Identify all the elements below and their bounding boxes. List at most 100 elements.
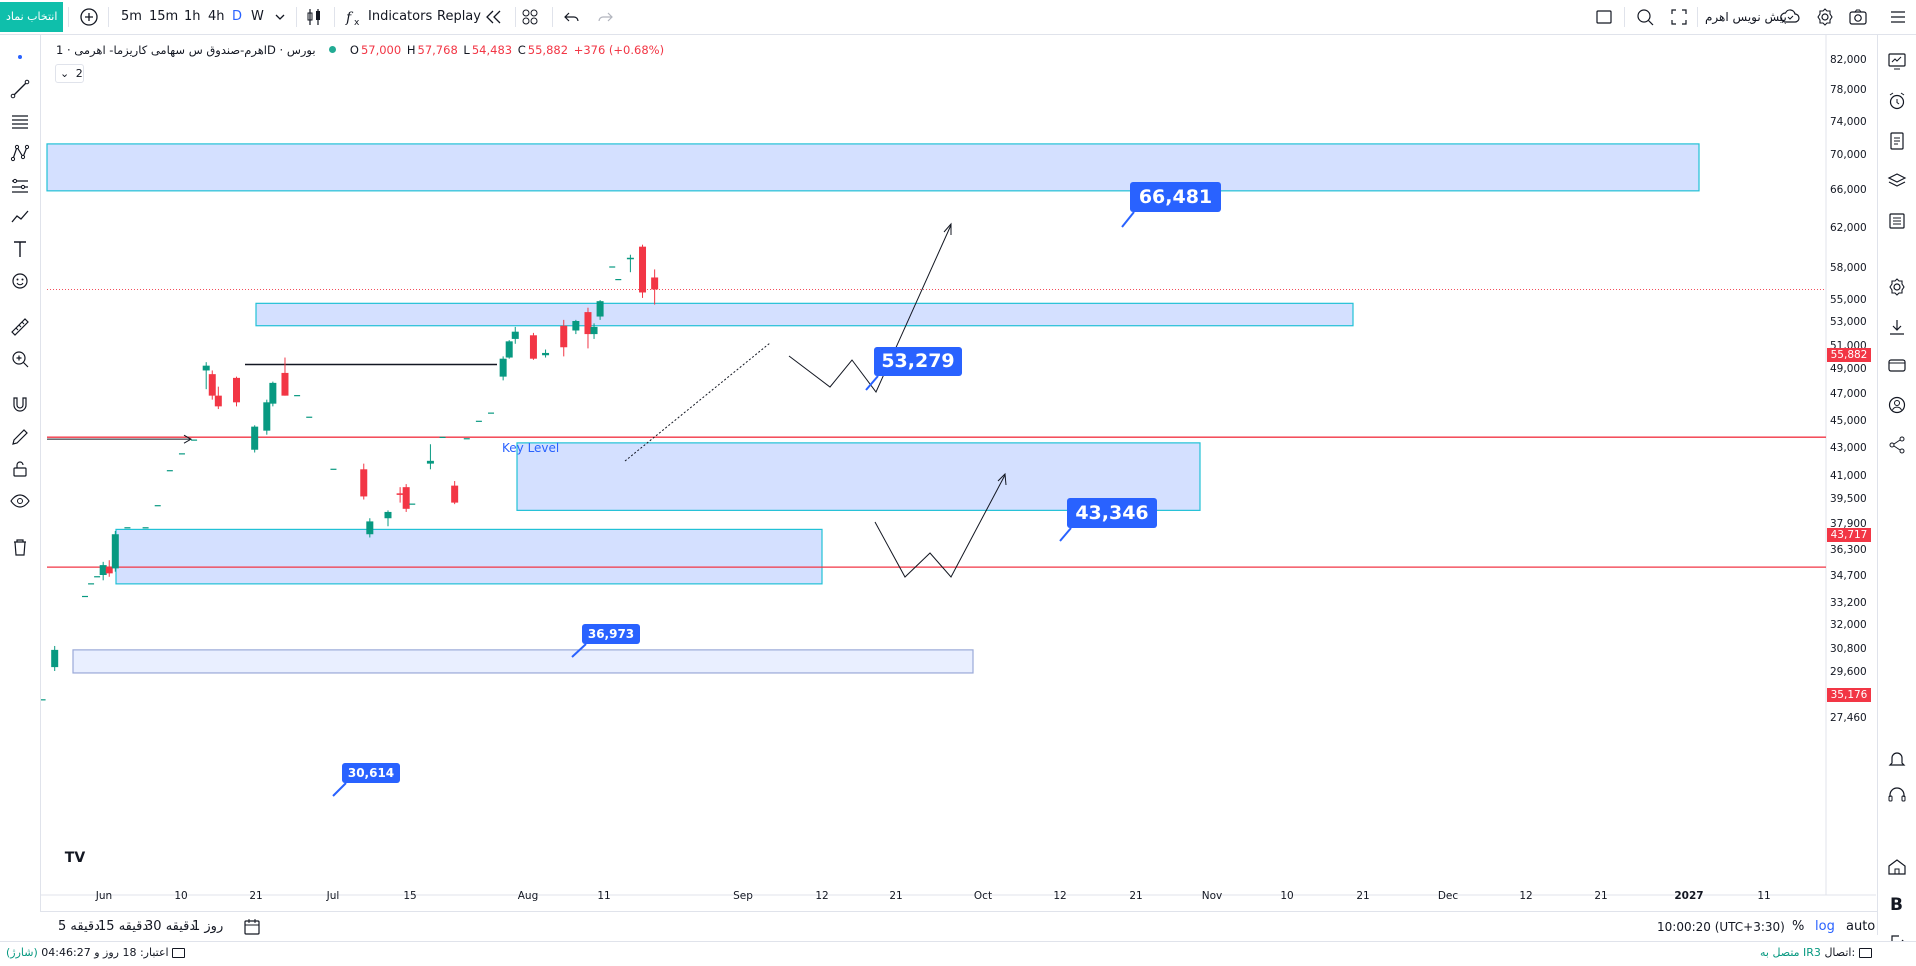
candle-body bbox=[233, 377, 240, 403]
horizontal-levels bbox=[47, 289, 1826, 568]
expand-icon[interactable] bbox=[1667, 5, 1691, 29]
camera-icon[interactable] bbox=[1846, 5, 1870, 29]
ray-arrowhead bbox=[183, 434, 193, 444]
drawing-toolbar bbox=[0, 35, 41, 935]
price-tick-label: 74,000 bbox=[1830, 116, 1867, 128]
legend-collapse-button[interactable]: ⌄ 2 bbox=[55, 64, 84, 83]
price-tick-label: 36,300 bbox=[1830, 544, 1867, 556]
level-price-label: 43,717 bbox=[1827, 528, 1871, 542]
target-label-36973[interactable]: 36,973 bbox=[582, 624, 640, 644]
layouts-grid-icon[interactable] bbox=[518, 5, 542, 29]
quick-search-icon[interactable] bbox=[1633, 5, 1657, 29]
candle-body bbox=[584, 312, 592, 335]
time-tick-label: Sep bbox=[733, 890, 753, 902]
interval-1w[interactable]: W bbox=[251, 9, 264, 24]
target-label-53279[interactable]: 53,279 bbox=[874, 347, 962, 376]
lock-icon[interactable] bbox=[8, 457, 32, 481]
trend-line-icon[interactable] bbox=[8, 77, 32, 101]
headset-support-icon[interactable] bbox=[1885, 783, 1909, 807]
percent-scale-toggle[interactable]: % bbox=[1792, 919, 1805, 934]
cloud-save-icon[interactable] bbox=[1778, 5, 1802, 29]
range-30min[interactable]: 30 دقیقه bbox=[145, 919, 196, 934]
price-tick-label: 39,500 bbox=[1830, 493, 1867, 505]
eye-visibility-icon[interactable] bbox=[8, 489, 32, 513]
wallet-card-icon[interactable] bbox=[1885, 353, 1909, 377]
connection-status: متصل به IR3 اتصال: bbox=[1760, 946, 1872, 959]
tag-pointer bbox=[571, 643, 587, 658]
menu-hamburger-icon[interactable] bbox=[1886, 5, 1910, 29]
time-tick-label: Jul bbox=[326, 890, 340, 902]
price-tick-label: 58,000 bbox=[1830, 262, 1867, 274]
price-tick-label: 62,000 bbox=[1830, 222, 1867, 234]
redo-icon[interactable] bbox=[593, 5, 617, 29]
interval-15m[interactable]: 15m bbox=[149, 9, 179, 24]
notes-icon[interactable] bbox=[1885, 129, 1909, 153]
indicators-button[interactable]: Indicators bbox=[368, 9, 433, 24]
pencil-lock-icon[interactable] bbox=[8, 425, 32, 449]
symbol-title[interactable]: اهرم-صندوق س سهامی کاریزما- اهرمی · 1D ·… bbox=[56, 43, 316, 57]
watchlist-chart-icon[interactable] bbox=[1885, 49, 1909, 73]
add-symbol-icon[interactable] bbox=[77, 5, 101, 29]
interval-1d[interactable]: D bbox=[232, 9, 243, 24]
text-tool-icon[interactable] bbox=[8, 237, 32, 261]
target-label-43346[interactable]: 43,346 bbox=[1067, 498, 1157, 528]
toolbar-divider bbox=[1697, 7, 1698, 27]
price-zone bbox=[72, 649, 974, 674]
level-price-label: 35,176 bbox=[1827, 688, 1871, 702]
time-tick-label: 10 bbox=[174, 890, 187, 902]
settings-gear-icon[interactable] bbox=[1885, 275, 1909, 299]
close-label: C bbox=[517, 43, 526, 57]
time-axis: Jun 10 21 Jul 15 Aug 11 Sep 12 21 Oct 12 21 Nov 10 21 De… bbox=[95, 890, 1771, 902]
candle-body bbox=[360, 469, 368, 497]
price-tick-label: 43,000 bbox=[1830, 442, 1867, 454]
ruler-measure-icon[interactable] bbox=[8, 315, 32, 339]
trash-icon[interactable] bbox=[8, 535, 32, 559]
chevron-down-icon[interactable] bbox=[268, 5, 292, 29]
brush-path-icon[interactable] bbox=[8, 205, 32, 229]
fib-retracement-icon[interactable] bbox=[8, 109, 32, 133]
alarm-clock-icon[interactable] bbox=[1885, 89, 1909, 113]
zoom-in-icon[interactable] bbox=[8, 347, 32, 371]
home-icon[interactable] bbox=[1885, 855, 1909, 879]
key-level-label[interactable]: Key Level bbox=[502, 441, 560, 455]
date-range-calendar-icon[interactable] bbox=[240, 915, 264, 939]
range-1day[interactable]: 1 روز bbox=[192, 919, 224, 934]
price-tick-label: 41,000 bbox=[1830, 470, 1867, 482]
broker-b-icon[interactable]: B bbox=[1885, 891, 1909, 915]
time-tick-label: 11 bbox=[1757, 890, 1770, 902]
rewind-icon[interactable] bbox=[481, 5, 505, 29]
toolbar-divider bbox=[68, 7, 69, 27]
download-icon[interactable] bbox=[1885, 315, 1909, 339]
undo-icon[interactable] bbox=[560, 5, 584, 29]
range-15min[interactable]: 15 دقیقه bbox=[98, 919, 149, 934]
range-5min[interactable]: 5 دقیقه bbox=[58, 919, 100, 934]
emoji-smile-icon[interactable] bbox=[8, 269, 32, 293]
layout-name[interactable]: پیش نویس اهرم bbox=[1705, 10, 1787, 24]
cursor-dot-icon[interactable] bbox=[8, 45, 32, 69]
clock-time[interactable]: 10:00:20 (UTC+3:30) bbox=[1657, 920, 1785, 934]
target-label-66481[interactable]: 66,481 bbox=[1130, 182, 1221, 212]
settings-gear-icon[interactable] bbox=[1813, 5, 1837, 29]
share-icon[interactable] bbox=[1885, 433, 1909, 457]
interval-5m[interactable]: 5m bbox=[121, 9, 142, 24]
projection-tool-icon[interactable] bbox=[8, 173, 32, 197]
auto-scale-toggle[interactable]: auto bbox=[1846, 919, 1876, 934]
user-profile-icon[interactable] bbox=[1885, 393, 1909, 417]
interval-4h[interactable]: 4h bbox=[208, 9, 225, 24]
news-list-icon[interactable] bbox=[1885, 209, 1909, 233]
target-label-30614[interactable]: 30,614 bbox=[342, 763, 400, 783]
tradingview-logo-icon[interactable]: TV bbox=[60, 846, 90, 870]
notification-bell-icon[interactable] bbox=[1885, 747, 1909, 771]
pattern-tool-icon[interactable] bbox=[8, 141, 32, 165]
fullscreen-square-icon[interactable] bbox=[1592, 5, 1616, 29]
interval-1h[interactable]: 1h bbox=[184, 9, 201, 24]
symbol-search-button[interactable]: انتخاب نماد bbox=[0, 2, 64, 32]
replay-button[interactable]: Replay bbox=[437, 9, 481, 24]
candles-style-icon[interactable] bbox=[302, 5, 326, 29]
layers-icon[interactable] bbox=[1885, 169, 1909, 193]
magnet-icon[interactable] bbox=[8, 393, 32, 417]
log-scale-toggle[interactable]: log bbox=[1815, 919, 1835, 934]
time-tick-label: 11 bbox=[597, 890, 610, 902]
